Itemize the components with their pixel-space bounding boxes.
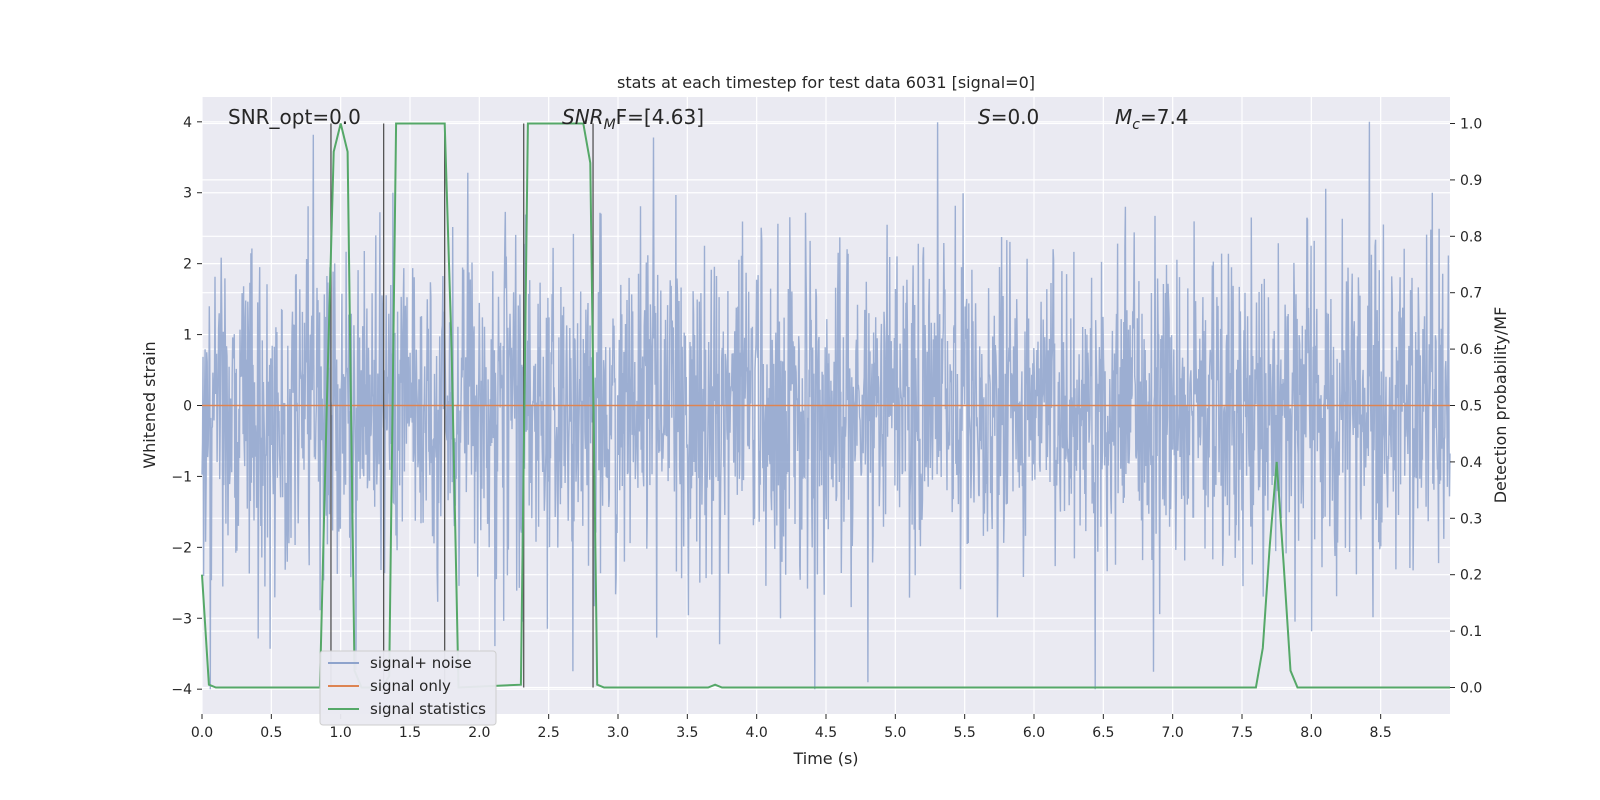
y-left-tick-label-2: 2 <box>183 257 192 273</box>
x-tick-label-5.5: 5.5 <box>954 725 976 741</box>
x-tick-label-1.5: 1.5 <box>399 725 421 741</box>
y-right-tick-label-0.8: 0.8 <box>1460 229 1482 245</box>
y-right-tick-label-0.7: 0.7 <box>1460 286 1482 302</box>
signal-noise-series <box>201 121 1451 690</box>
y-right-tick-label-0.4: 0.4 <box>1460 455 1482 471</box>
x-tick-label-8.5: 8.5 <box>1370 725 1392 741</box>
y-right-tick-label-0.0: 0.0 <box>1460 680 1482 696</box>
y-left-axis-ticks: 4 3 2 1 0 −1 −2 −3 −4 <box>171 115 202 698</box>
y-left-tick-label-3: 3 <box>183 186 192 202</box>
legend-label-signal-only: signal only <box>370 677 451 695</box>
x-tick-label-0.5: 0.5 <box>260 725 282 741</box>
y-right-tick-label-0.2: 0.2 <box>1460 568 1482 584</box>
annotation-s: S=0.0 <box>978 105 1039 129</box>
y-left-tick-label-−2: −2 <box>171 540 192 556</box>
y-left-tick-label-−4: −4 <box>171 682 192 698</box>
annotation-mc: Mc=7.4 <box>1115 105 1189 133</box>
y-right-tick-label-1.0: 1.0 <box>1460 117 1482 133</box>
y-right-tick-label-0.5: 0.5 <box>1460 399 1482 415</box>
x-tick-label-3.5: 3.5 <box>676 725 698 741</box>
x-tick-label-8.0: 8.0 <box>1300 725 1322 741</box>
y-right-axis-ticks: 1.0 0.9 0.8 0.7 0.6 0.5 0.4 0.3 0.2 0.1 0.0 <box>1450 117 1482 696</box>
y-right-tick-label-0.3: 0.3 <box>1460 511 1482 527</box>
annotation-s-main: S <box>978 105 991 129</box>
y-right-tick-label-0.9: 0.9 <box>1460 173 1482 189</box>
y-axis-right-label: Detection probability/MF <box>1491 307 1510 504</box>
noise-line <box>201 121 1451 690</box>
x-tick-label-5.0: 5.0 <box>884 725 906 741</box>
y-left-tick-label-−3: −3 <box>171 611 192 627</box>
x-tick-label-7.0: 7.0 <box>1162 725 1184 741</box>
legend-label-noise: signal+ noise <box>370 654 472 672</box>
signal-statistics-series <box>201 122 1450 689</box>
y-right-tick-label-0.6: 0.6 <box>1460 342 1482 358</box>
x-tick-label-7.5: 7.5 <box>1231 725 1253 741</box>
x-tick-label-6.5: 6.5 <box>1092 725 1114 741</box>
x-tick-label-0.0: 0.0 <box>191 725 213 741</box>
annotation-snr-mf-rest: F=[4.63] <box>616 105 704 129</box>
y-left-tick-label-−1: −1 <box>171 469 192 485</box>
annotation-s-rest: =0.0 <box>991 105 1040 129</box>
x-tick-label-2.0: 2.0 <box>468 725 490 741</box>
x-tick-label-3.0: 3.0 <box>607 725 629 741</box>
x-tick-label-6.0: 6.0 <box>1023 725 1045 741</box>
legend: signal+ noise signal only signal statist… <box>319 650 497 726</box>
annotation-snr-mf: SNRMF=[4.63] <box>562 105 704 133</box>
annotation-snr-opt: SNR_opt=0.0 <box>228 105 361 129</box>
chart-title: stats at each timestep for test data 603… <box>617 73 1035 92</box>
x-tick-label-1.0: 1.0 <box>330 725 352 741</box>
signal-statistics-line <box>201 122 1450 689</box>
x-axis-label: Time (s) <box>792 749 858 768</box>
annotation-snr-mf-sub: M <box>604 117 616 133</box>
x-tick-label-4.0: 4.0 <box>746 725 768 741</box>
annotation-snr-mf-main: SNR <box>562 105 604 129</box>
annotation-mc-sub: c <box>1132 117 1140 133</box>
x-axis-ticks: 0.0 0.5 1.0 1.5 2.0 2.5 3.0 3.5 4.0 4.5 5.0 5.5 6.0 6… <box>191 714 1392 741</box>
legend-box <box>319 650 497 726</box>
y-left-tick-label-1: 1 <box>183 328 192 344</box>
x-tick-label-4.5: 4.5 <box>815 725 837 741</box>
annotation-mc-rest: =7.4 <box>1140 105 1189 129</box>
y-left-tick-label-4: 4 <box>183 115 192 131</box>
x-tick-label-2.5: 2.5 <box>538 725 560 741</box>
y-right-tick-label-0.1: 0.1 <box>1460 624 1482 640</box>
legend-label-statistics: signal statistics <box>370 700 486 718</box>
y-left-tick-label-0: 0 <box>183 399 192 415</box>
y-axis-left-label: Whitened strain <box>140 341 159 468</box>
annotation-mc-main: M <box>1115 105 1132 129</box>
